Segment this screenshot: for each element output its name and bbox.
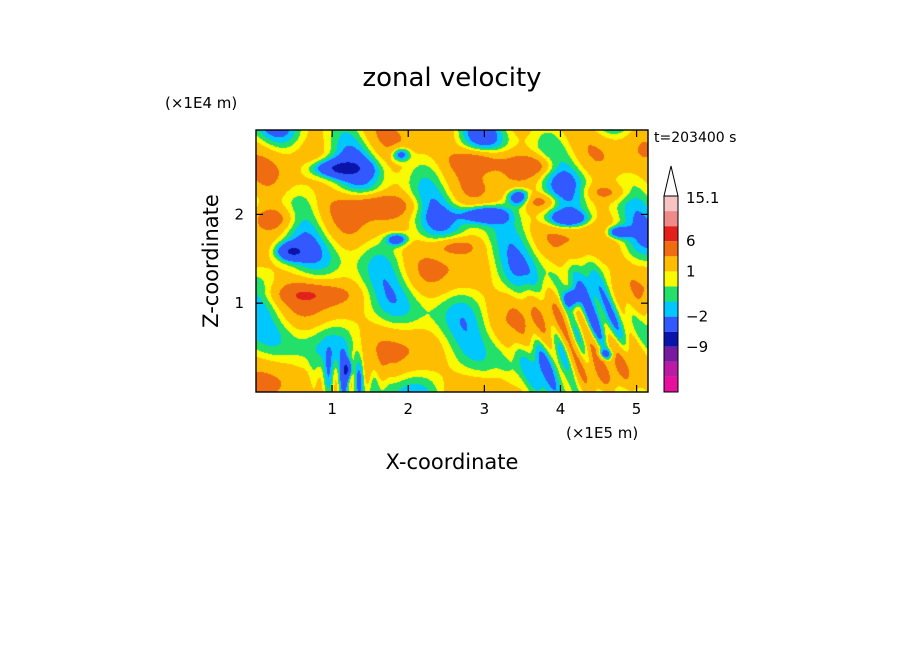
plot-frame	[255, 129, 649, 393]
colorbar-swatch	[664, 346, 678, 362]
x-tick-label: 2	[403, 400, 413, 418]
x-tick-label: 1	[327, 400, 337, 418]
colorbar-label: 1	[686, 262, 696, 280]
colorbar-extend-triangle	[663, 165, 679, 197]
colorbar-swatch	[664, 301, 678, 317]
contour-raster	[256, 130, 648, 392]
x-axis: 1 2 3 4 5	[327, 130, 641, 418]
colorbar-swatch	[664, 361, 678, 377]
colorbar-swatch	[664, 331, 678, 347]
colorbar-swatch	[664, 211, 678, 227]
colorbar-swatch	[664, 271, 678, 287]
chart-title: zonal velocity	[362, 63, 541, 93]
y-tick-label: 2	[234, 205, 244, 223]
y-axis-label: Z-coordinate	[199, 194, 223, 328]
colorbar-label: −9	[686, 338, 708, 356]
y-unit-label: (×1E4 m)	[165, 94, 237, 112]
x-axis-label: X-coordinate	[386, 450, 519, 474]
colorbar-label: −2	[686, 308, 708, 326]
colorbar: 15.1 6 1 −2 −9	[663, 165, 719, 393]
contour-field	[256, 130, 648, 392]
colorbar-swatch	[664, 316, 678, 332]
colorbar-swatch	[664, 241, 678, 257]
colorbar-swatch	[664, 256, 678, 272]
colorbar-label: 6	[686, 232, 696, 250]
x-tick-label: 5	[632, 400, 642, 418]
y-axis: 12	[234, 205, 648, 312]
colorbar-label: 15.1	[686, 189, 719, 207]
colorbar-swatch	[664, 286, 678, 302]
y-tick-label: 1	[234, 294, 244, 312]
colorbar-swatch	[664, 226, 678, 242]
time-label: t=203400 s	[654, 130, 736, 146]
x-tick-label: 3	[480, 400, 490, 418]
x-unit-label: (×1E5 m)	[566, 424, 638, 442]
colorbar-swatch	[664, 196, 678, 212]
colorbar-swatch	[664, 376, 678, 392]
x-tick-label: 4	[556, 400, 566, 418]
colorbar-frame	[663, 195, 679, 393]
